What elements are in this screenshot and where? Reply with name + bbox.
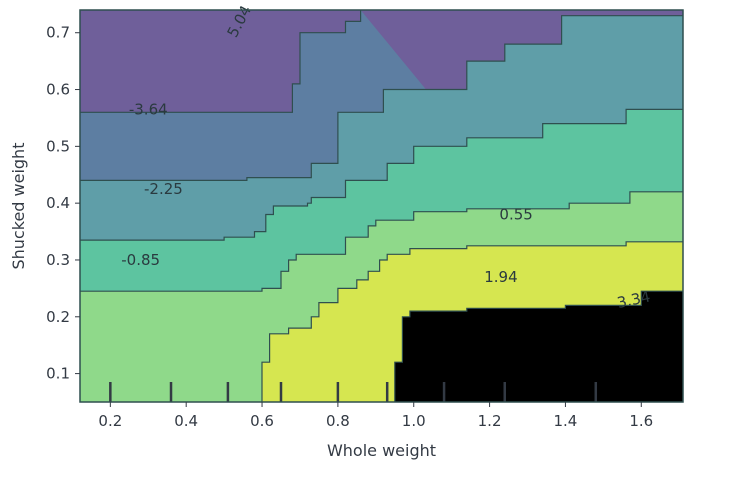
x-axis: 0.2 0.4 0.6 0.8 1.0 1.2 1.4 1.6 (98, 402, 653, 430)
contour-label: -0.85 (121, 251, 160, 269)
plot-frame (79, 9, 684, 403)
x-tick-label: 1.4 (554, 412, 578, 430)
y-tick-label: 0.5 (46, 137, 70, 155)
x-tick-label: 0.8 (326, 412, 350, 430)
y-tick-label: 0.2 (46, 308, 70, 326)
x-tick-label: 0.4 (174, 412, 198, 430)
contour-line (80, 108, 683, 241)
y-tick-label: 0.4 (46, 194, 70, 212)
contour-line (261, 241, 683, 402)
contour-region (394, 291, 683, 402)
y-axis-label: Shucked weight (9, 143, 28, 270)
y-tick-label: 0.7 (46, 24, 70, 42)
x-axis-label: Whole weight (327, 441, 436, 460)
x-tick-label: 1.6 (629, 412, 653, 430)
contour-lines (80, 10, 683, 402)
y-tick-label: 0.6 (46, 81, 70, 99)
contour-line (80, 10, 362, 113)
x-tick-label: 0.6 (250, 412, 274, 430)
x-tick-label: 0.2 (98, 412, 122, 430)
contour-regions (80, 10, 683, 403)
contour-line (80, 15, 683, 181)
contour-label: 0.55 (499, 206, 532, 224)
contour-label: 1.94 (484, 268, 517, 286)
y-axis: 0.1 0.2 0.3 0.4 0.5 0.6 0.7 (46, 24, 80, 383)
contour-line (394, 290, 683, 402)
y-tick-label: 0.1 (46, 365, 70, 383)
x-tick-label: 1.2 (478, 412, 502, 430)
x-tick-label: 1.0 (402, 412, 426, 430)
y-tick-label: 0.3 (46, 251, 70, 269)
contour-label: -3.64 (129, 100, 168, 118)
contour-line (80, 191, 683, 292)
contour-label: -2.25 (144, 180, 183, 198)
decile-marks (109, 382, 598, 402)
